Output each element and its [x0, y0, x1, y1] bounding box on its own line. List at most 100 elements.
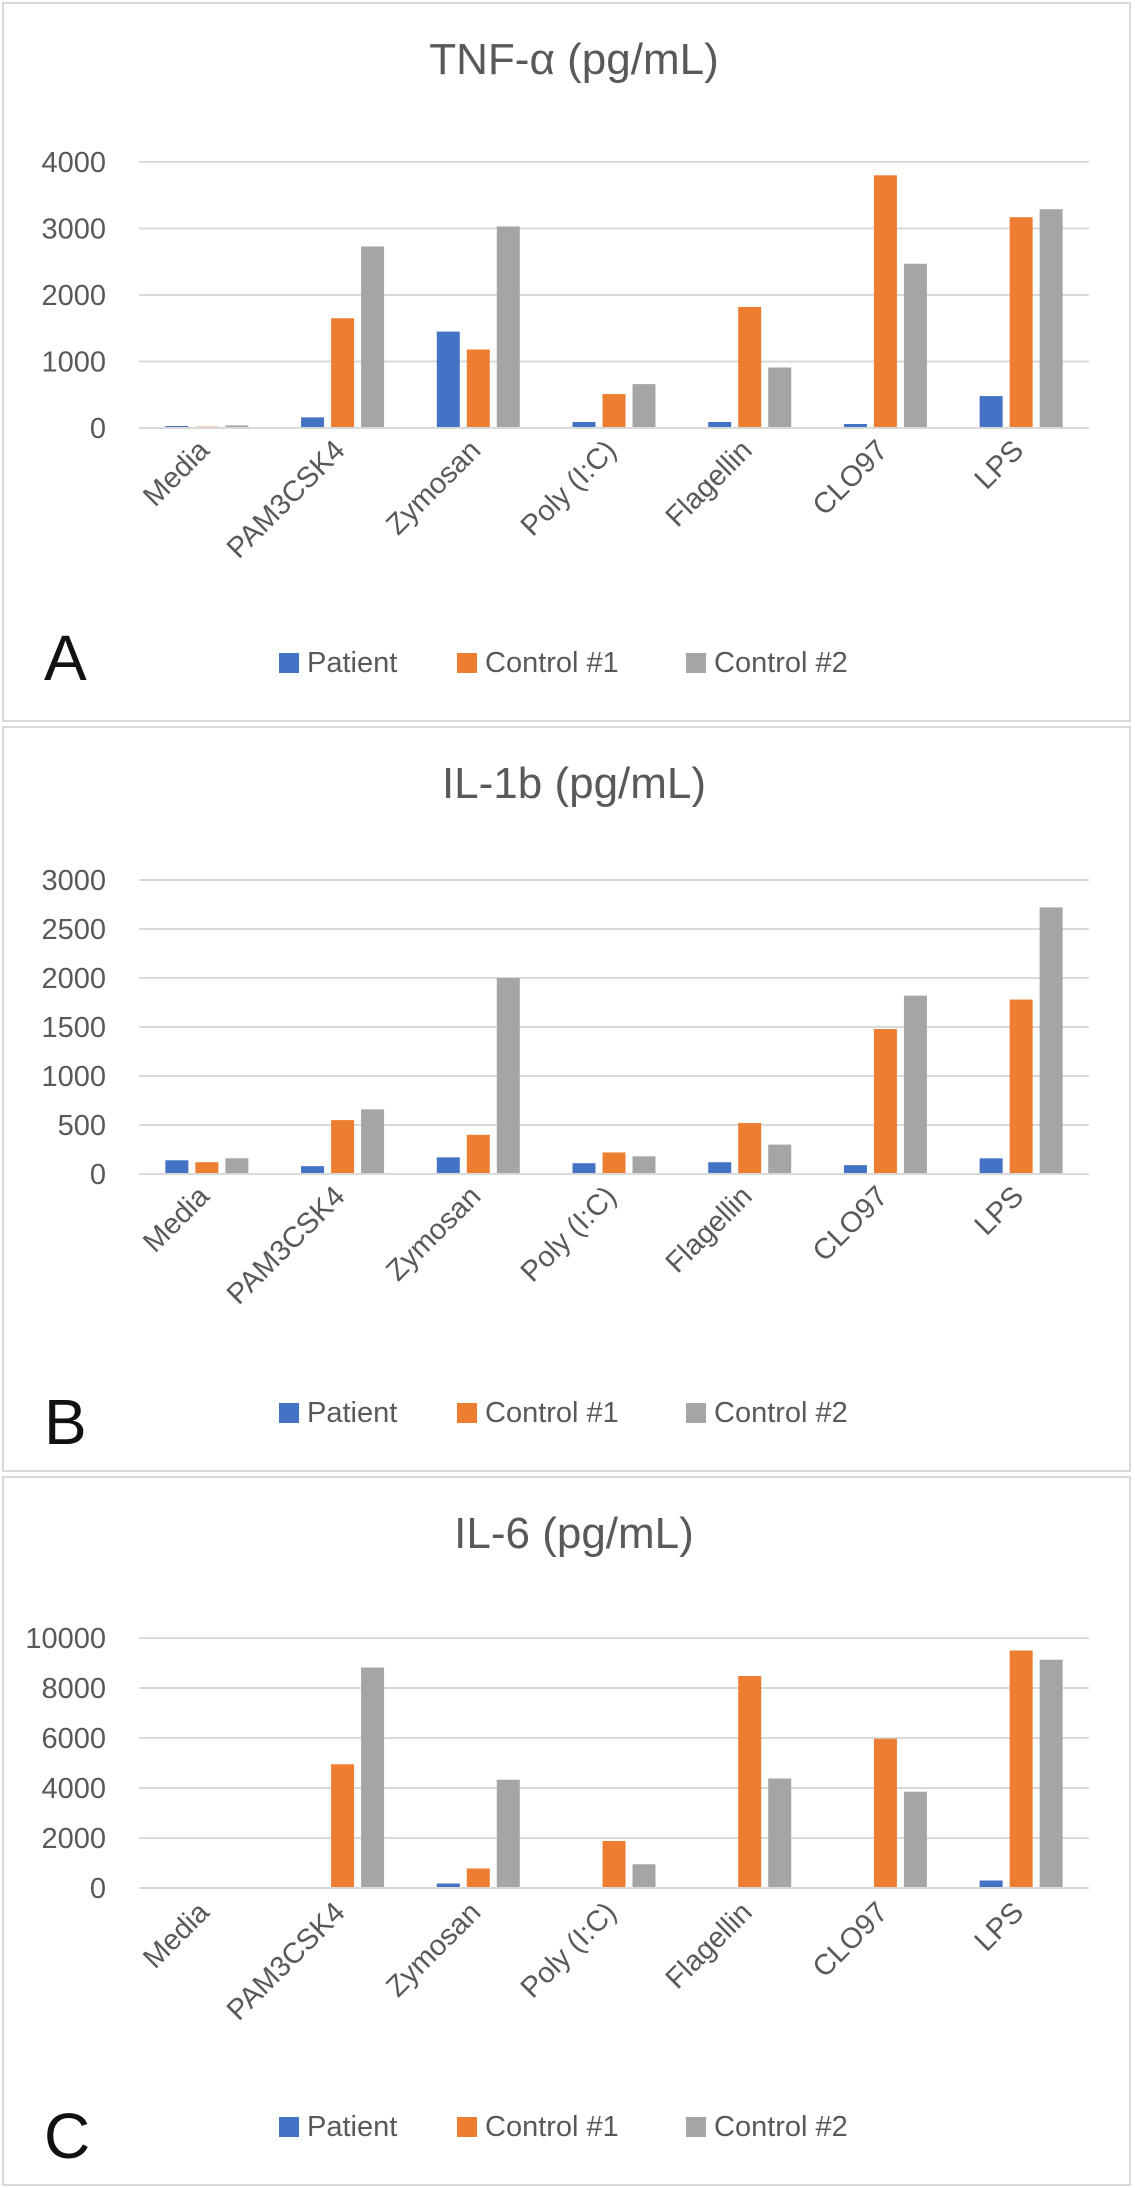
- x-tick-label: CLO97: [807, 1896, 895, 1984]
- x-tick-label: Zymosan: [380, 1180, 487, 1287]
- bar-control-2-1: [361, 1667, 385, 1888]
- bar-control-1-5: [873, 175, 897, 428]
- bar-control-2-3: [632, 1156, 656, 1174]
- chart-il1b-svg: IL-1b (pg/mL) 0 500 1000 1500 2000 2500 3000 Med…: [41, 759, 1089, 1429]
- legend-swatch: [457, 2117, 477, 2137]
- chart-panel-tnf: TNF-α (pg/mL) 0 1000 2000 3000 4000 Media PAM3C…: [2, 2, 1131, 722]
- bar-control-1-3: [602, 394, 626, 428]
- x-tick-label: LPS: [969, 434, 1030, 495]
- legend-swatch: [686, 653, 706, 673]
- legend-swatch: [279, 1403, 299, 1423]
- legend-label: Control #1: [485, 647, 619, 679]
- x-tick-label: PAM3CSK4: [221, 434, 352, 565]
- y-tick-label: 4000: [41, 147, 106, 179]
- legend-swatch: [279, 2117, 299, 2137]
- x-tick-label: Zymosan: [380, 434, 487, 541]
- bar-patient-4: [708, 1162, 732, 1174]
- x-tick-label: PAM3CSK4: [221, 1896, 352, 2027]
- y-tick-label: 6000: [41, 1723, 106, 1755]
- x-tick-label: Poly (I:C): [515, 1896, 623, 2004]
- bar-control-1-2: [466, 349, 490, 428]
- bar-patient-1: [301, 417, 325, 428]
- y-tick-label: 1000: [41, 347, 106, 379]
- legend-label: Patient: [307, 647, 397, 679]
- legend-label: Patient: [307, 2111, 397, 2143]
- y-tick-label: 2000: [41, 1823, 106, 1855]
- bar-patient-6: [979, 396, 1003, 428]
- bar-control-2-4: [768, 367, 792, 428]
- bar-control-2-5: [903, 263, 927, 428]
- bar-patient-2: [436, 1883, 460, 1888]
- y-tick-label: 2000: [41, 280, 106, 312]
- bar-patient-6: [979, 1158, 1003, 1174]
- legend-swatch: [686, 2117, 706, 2137]
- legend-swatch: [457, 1403, 477, 1423]
- y-tick-label: 1000: [41, 1061, 106, 1093]
- bar-control-2-6: [1039, 1659, 1063, 1888]
- legend-label: Control #2: [714, 1397, 848, 1429]
- bar-control-2-5: [903, 995, 927, 1174]
- bar-control-2-0: [225, 425, 249, 428]
- bar-control-2-2: [496, 978, 520, 1174]
- bar-control-2-0: [225, 1158, 249, 1174]
- x-tick-label: Flagellin: [660, 1896, 759, 1995]
- bar-control-1-0: [195, 1162, 219, 1174]
- bar-control-1-1: [331, 318, 355, 428]
- bar-control-1-4: [738, 1123, 762, 1174]
- y-tick-label: 3000: [41, 865, 106, 897]
- bar-control-2-3: [632, 384, 656, 428]
- legend-swatch: [686, 1403, 706, 1423]
- panel-label: A: [44, 622, 87, 694]
- bar-control-2-5: [903, 1791, 927, 1888]
- x-tick-label: LPS: [969, 1896, 1030, 1957]
- legend-swatch: [279, 653, 299, 673]
- bar-control-1-4: [738, 1676, 762, 1888]
- bar-control-1-4: [738, 306, 762, 428]
- y-tick-label: 1500: [41, 1012, 106, 1044]
- x-tick-label: LPS: [969, 1180, 1030, 1241]
- bar-patient-2: [436, 1157, 460, 1174]
- chart-title: TNF-α (pg/mL): [429, 35, 718, 84]
- y-tick-label: 0: [90, 1159, 106, 1191]
- bar-control-1-3: [602, 1841, 626, 1888]
- bar-control-1-2: [466, 1134, 490, 1174]
- chart-panel-il6: IL-6 (pg/mL) 0 2000 4000 6000 8000 10000 Media P…: [2, 1476, 1131, 2186]
- y-tick-label: 3000: [41, 214, 106, 246]
- y-tick-label: 0: [90, 1873, 106, 1905]
- x-tick-label: Poly (I:C): [515, 434, 623, 542]
- x-tick-label: CLO97: [807, 434, 895, 522]
- bar-patient-6: [979, 1880, 1003, 1888]
- bar-control-2-3: [632, 1864, 656, 1888]
- bar-patient-5: [843, 1165, 867, 1174]
- bar-control-2-2: [496, 226, 520, 428]
- y-tick-label: 0: [90, 413, 106, 445]
- chart-title: IL-1b (pg/mL): [442, 759, 706, 808]
- x-tick-label: Zymosan: [380, 1896, 487, 2003]
- x-tick-label: Media: [137, 434, 216, 513]
- legend-label: Patient: [307, 1397, 397, 1429]
- y-tick-label: 10000: [25, 1623, 106, 1655]
- bar-control-1-2: [466, 1868, 490, 1888]
- y-tick-label: 4000: [41, 1773, 106, 1805]
- bar-patient-2: [436, 331, 460, 428]
- bar-control-2-4: [768, 1778, 792, 1888]
- chart-panel-il1b: IL-1b (pg/mL) 0 500 1000 1500 2000 2500 3000 Med…: [2, 726, 1131, 1472]
- bar-control-1-5: [873, 1738, 897, 1888]
- y-tick-label: 8000: [41, 1673, 106, 1705]
- x-tick-label: PAM3CSK4: [221, 1180, 352, 1311]
- bar-control-1-3: [602, 1152, 626, 1174]
- y-tick-label: 500: [58, 1110, 106, 1142]
- panel-label: B: [44, 1386, 87, 1458]
- x-tick-label: Media: [137, 1180, 216, 1259]
- panel-label: C: [44, 2100, 91, 2172]
- bar-control-2-1: [361, 1109, 385, 1174]
- x-tick-label: Flagellin: [660, 434, 759, 533]
- x-tick-label: Media: [137, 1896, 216, 1975]
- y-tick-label: 2000: [41, 963, 106, 995]
- bar-patient-3: [572, 1163, 596, 1174]
- bar-patient-4: [708, 422, 732, 428]
- bar-control-2-6: [1039, 907, 1063, 1174]
- legend-label: Control #1: [485, 1397, 619, 1429]
- bar-control-1-5: [873, 1028, 897, 1174]
